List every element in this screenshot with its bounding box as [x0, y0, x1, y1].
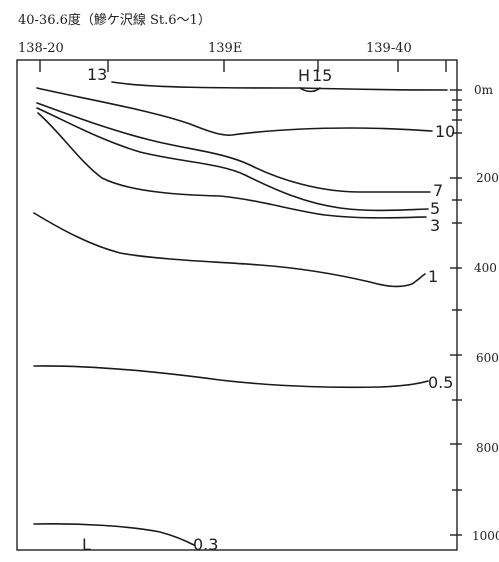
lon-label-west: 138-20 [18, 41, 64, 56]
depth-label-1000: 1000 [472, 529, 499, 543]
isotherm-1 [33, 212, 426, 288]
isotherm-15-bump [299, 87, 321, 93]
isotherm-label-0.3: 0.3 [193, 535, 218, 554]
high-mark: H [298, 66, 310, 85]
diagram-title: 40-36.6度（鰺ケ沢線 St.6〜1） [18, 12, 211, 28]
isotherm-0.3 [33, 523, 195, 546]
isotherm-7 [36, 102, 431, 193]
isotherm-label-0.5: 0.5 [428, 373, 453, 392]
isotherm-10 [36, 87, 433, 136]
isotherm-0.5 [33, 365, 429, 389]
isotherm-5 [36, 107, 429, 212]
isotherm-label-13: 13 [87, 65, 107, 84]
isotherm-label-5: 5 [430, 199, 440, 218]
station-ticks [39, 60, 447, 72]
isotherm-label-15: 15 [312, 66, 332, 85]
isotherm-13 [111, 81, 448, 91]
isotherm-label-1: 1 [428, 267, 438, 286]
isotherm-label-7: 7 [433, 181, 443, 200]
section-frame [16, 59, 458, 551]
depth-axis-ticks [450, 89, 462, 536]
depth-label-200: 200 [476, 171, 499, 185]
isotherm-3 [37, 112, 427, 219]
isotherm-label-3: 3 [430, 216, 440, 235]
depth-label-800: 800 [476, 441, 499, 455]
lon-label-east: 139-40 [366, 41, 412, 56]
depth-label-0: 0m [474, 83, 494, 97]
low-mark: L [82, 535, 91, 554]
depth-label-400: 400 [474, 261, 497, 275]
isotherm-label-10: 10 [435, 122, 455, 141]
lon-label-center: 139E [208, 41, 242, 56]
depth-label-600: 600 [476, 351, 499, 365]
